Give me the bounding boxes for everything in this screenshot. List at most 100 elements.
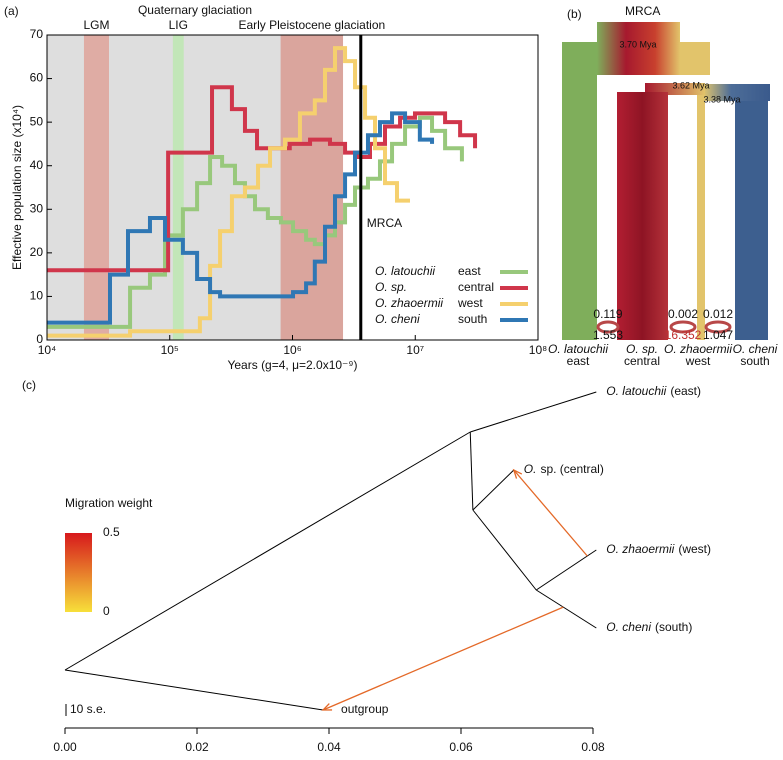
panel-label: (a) <box>4 4 19 18</box>
split-time: 3.38 Mya <box>703 94 740 104</box>
scale-bar <box>65 533 92 612</box>
tree-branch <box>472 509 537 591</box>
tip-label: O. zhaoermii (west) <box>606 542 711 556</box>
y-tick-label: 70 <box>30 27 44 41</box>
x-tick-label: 0.08 <box>581 740 605 754</box>
tree-branch <box>535 549 597 591</box>
tip-region: south <box>740 354 769 368</box>
legend-region: central <box>458 280 494 294</box>
migration-ring <box>704 320 732 334</box>
tip-name: O. zhaoermii <box>606 542 674 556</box>
period-band <box>83 35 110 340</box>
panel-label: (c) <box>22 378 36 392</box>
tip-region: (east) <box>670 384 701 398</box>
y-tick-label: 40 <box>30 158 44 172</box>
period-label: Early Pleistocene glaciation <box>238 18 385 32</box>
migration-rate: 0.002 <box>668 307 698 321</box>
tip-region: (west) <box>678 542 711 556</box>
legend-region: east <box>458 264 481 278</box>
latouchii-column <box>562 42 597 340</box>
x-tick-label: 10⁶ <box>283 343 301 357</box>
panel-label: (b) <box>567 7 582 21</box>
x-tick-label: 0.00 <box>53 740 77 754</box>
tip-name: O. latouchii <box>606 384 666 398</box>
se-label: 10 s.e. <box>70 702 106 716</box>
legend-name: O. sp. <box>375 280 407 294</box>
tip-region: east <box>567 354 590 368</box>
panel-c: (c) 0.00 0.02 0.04 0.06 0.08 O. latouchii (east… <box>22 378 711 754</box>
tip-label: O. cheni (south) <box>606 620 692 634</box>
plot-frame <box>46 34 539 341</box>
x-tick-label: 10⁴ <box>38 343 57 357</box>
migration-rate: 16.352 <box>665 328 702 342</box>
tip-name: O. latouchii <box>548 342 608 356</box>
ancestor-block <box>705 84 770 101</box>
x-tick-label: 0.06 <box>449 740 473 754</box>
tree-branch <box>535 589 597 629</box>
legend-name: O. latouchii <box>375 264 435 278</box>
split-time: 3.62 Mya <box>672 80 709 90</box>
tip-name: outgroup <box>341 702 389 716</box>
panel-a: (a) Quaternary glaciation LGM LIG Early Plei… <box>4 3 547 372</box>
migration-ring <box>669 320 697 334</box>
ancestor-block <box>597 22 680 75</box>
period-label: LIG <box>169 18 188 32</box>
central-column <box>617 92 668 340</box>
migration-rate: 1.047 <box>703 328 733 342</box>
step-line <box>47 115 464 329</box>
root-label: MRCA <box>625 4 660 18</box>
tip-label: outgroup <box>341 702 389 716</box>
y-tick-label: 10 <box>30 289 44 303</box>
legend-region: west <box>457 296 483 310</box>
step-line <box>47 85 478 273</box>
scale-title: Migration weight <box>65 496 153 510</box>
tip-name: O. zhaoermii <box>664 342 732 356</box>
legend-name: O. cheni <box>375 312 420 326</box>
cheni-column <box>735 101 768 340</box>
step-line <box>47 46 410 338</box>
migration-rate: 1.553 <box>593 328 623 342</box>
tree-branch <box>470 391 597 433</box>
ancestor-block <box>680 42 710 75</box>
tip-name: O. <box>524 462 537 476</box>
tip-region: central <box>624 354 660 368</box>
arrow-head <box>512 468 523 479</box>
migration-arrow <box>322 606 564 711</box>
migration-arrow <box>513 469 588 557</box>
migration-rate: 0.119 <box>593 307 622 321</box>
scale-tick-label: 0.5 <box>103 525 120 539</box>
x-axis-label: Years (g=4, μ=2.0x10⁻⁹) <box>227 358 357 372</box>
x-tick-label: 0.02 <box>185 740 209 754</box>
step-line <box>47 111 435 325</box>
x-tick-label: 10⁵ <box>161 343 179 357</box>
y-tick-label: 60 <box>30 71 44 85</box>
x-tick-label: 0.04 <box>317 740 341 754</box>
y-tick-label: 50 <box>30 114 44 128</box>
tip-region: sp. (central) <box>540 462 603 476</box>
period-label: LGM <box>83 18 109 32</box>
tip-name: O. cheni <box>606 620 651 634</box>
y-axis-label: Effective population size (x10⁴) <box>10 105 24 270</box>
scale-tick-label: 0 <box>103 604 110 618</box>
tip-label: O. sp. (central) <box>524 462 604 476</box>
migration-rate: 0.012 <box>703 307 733 321</box>
arrow-head <box>321 703 333 711</box>
split-time: 3.70 Mya <box>619 39 656 49</box>
tree-branch <box>64 431 471 671</box>
tip-region: (south) <box>655 620 692 634</box>
tip-region: west <box>685 354 711 368</box>
period-label: Quaternary glaciation <box>138 3 252 17</box>
period-band <box>172 35 184 340</box>
tip-name: O. cheni <box>733 342 778 356</box>
migration-ring <box>596 320 620 334</box>
tree-branch <box>472 469 515 511</box>
tip-label: O. latouchii (east) <box>606 384 701 398</box>
y-tick-label: 20 <box>30 245 44 259</box>
period-band <box>280 35 344 340</box>
panel-b: (b) MRCA 3.70 Mya 3.62 Mya 3.38 Mya 0.11… <box>548 4 778 368</box>
mrca-label: MRCA <box>367 216 402 230</box>
x-tick-label: 10⁷ <box>406 343 424 357</box>
legend-name: O. zhaoermii <box>375 296 443 310</box>
tip-name: O. sp. <box>626 342 658 356</box>
